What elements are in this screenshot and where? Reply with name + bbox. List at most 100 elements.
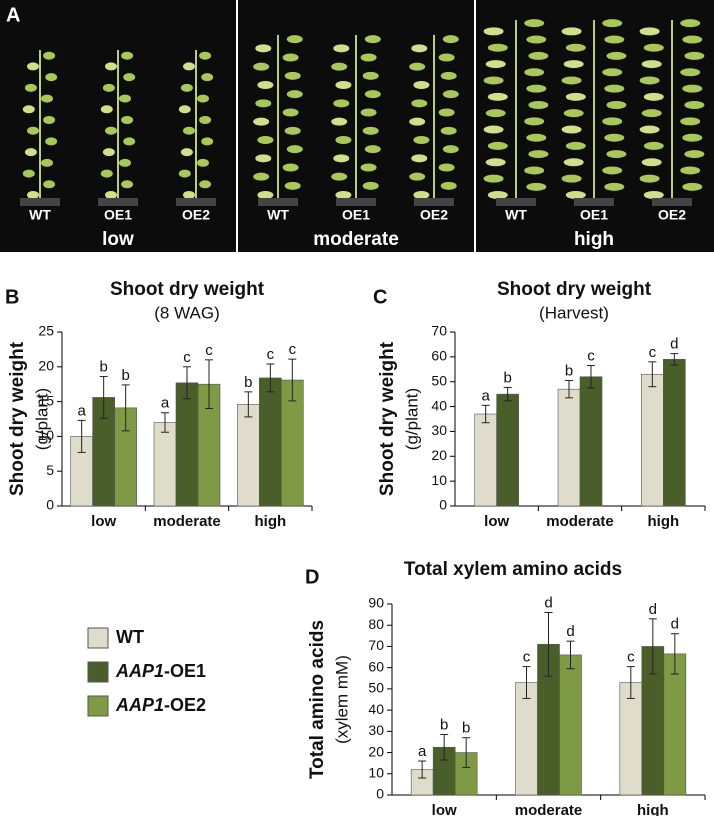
leaf xyxy=(100,105,113,114)
y-tick-label: 15 xyxy=(38,392,54,408)
leaf xyxy=(442,145,459,154)
panel-letter: A xyxy=(6,4,20,26)
bar xyxy=(559,654,582,796)
leaf xyxy=(43,51,56,60)
significance-letter: c xyxy=(183,349,191,366)
leaf xyxy=(102,148,115,157)
leaf xyxy=(602,19,623,28)
leaf xyxy=(602,166,623,175)
plant xyxy=(176,50,216,206)
leaf xyxy=(335,81,352,89)
leaf xyxy=(178,169,191,178)
leaf xyxy=(483,76,504,85)
leaf xyxy=(684,150,705,159)
bar xyxy=(557,388,581,507)
leaf xyxy=(255,154,272,163)
significance-letter: c xyxy=(627,649,635,666)
leaf xyxy=(333,44,350,53)
plant-label: OE2 xyxy=(182,207,210,223)
leaf xyxy=(360,108,377,117)
legend-swatch xyxy=(87,695,109,717)
y-tick-label: 60 xyxy=(368,658,384,674)
leaf xyxy=(639,174,660,183)
leaf xyxy=(335,136,352,144)
leaf xyxy=(335,191,352,199)
x-tick-label: high xyxy=(648,513,680,530)
x-tick-label: moderate xyxy=(546,513,614,530)
leaf xyxy=(684,51,705,60)
plant-label: OE1 xyxy=(580,207,608,223)
leaf xyxy=(524,166,545,175)
x-tick-label: low xyxy=(484,513,509,530)
y-axis-unit: (xylem mM) xyxy=(332,655,351,744)
leaf xyxy=(282,108,299,117)
leaf xyxy=(641,109,662,118)
leaf xyxy=(255,44,272,53)
leaf xyxy=(409,62,426,71)
bar xyxy=(496,393,519,507)
leaf xyxy=(197,94,209,103)
leaf xyxy=(442,90,459,99)
leaf xyxy=(604,182,625,191)
legend-label: AAP1-OE2 xyxy=(115,695,206,715)
panel-letter: B xyxy=(5,286,19,308)
leaf xyxy=(639,27,660,36)
leaf xyxy=(22,105,35,114)
leaf xyxy=(682,182,703,191)
plant-label: WT xyxy=(267,207,289,223)
significance-letter: c xyxy=(205,342,213,359)
y-tick-label: 60 xyxy=(431,348,447,364)
y-axis-label: Shoot dry weight xyxy=(377,341,398,496)
bar xyxy=(259,377,282,507)
leaf xyxy=(41,94,53,103)
leaf xyxy=(180,148,193,157)
plant-label: OE1 xyxy=(104,207,132,223)
leaf xyxy=(561,27,582,36)
leaf xyxy=(282,53,299,62)
plant-label: OE1 xyxy=(342,207,370,223)
y-tick-label: 20 xyxy=(368,743,384,759)
bar xyxy=(474,413,497,507)
leaf xyxy=(563,109,584,118)
significance-letter: b xyxy=(462,720,470,737)
significance-letter: b xyxy=(440,716,448,733)
leaf xyxy=(680,117,701,126)
leaf xyxy=(253,117,270,126)
significance-letter: a xyxy=(418,743,427,760)
leaf xyxy=(526,35,547,44)
leaf xyxy=(409,117,426,126)
y-tick-label: 50 xyxy=(368,680,384,696)
leaf xyxy=(284,181,301,190)
leaf xyxy=(563,158,584,167)
leaf xyxy=(284,126,301,135)
leaf xyxy=(286,90,303,99)
leaf xyxy=(641,60,662,69)
bar xyxy=(515,682,538,796)
leaf xyxy=(561,174,582,183)
plant-label: WT xyxy=(505,207,527,223)
leaf xyxy=(485,60,506,69)
leaf xyxy=(411,154,428,163)
leaf xyxy=(362,126,379,135)
leaf xyxy=(438,53,455,62)
leaf xyxy=(528,101,549,109)
leaf xyxy=(641,158,662,167)
leaf xyxy=(255,99,272,108)
significance-letter: d xyxy=(670,336,678,353)
leaf xyxy=(680,68,701,77)
leaf xyxy=(105,191,117,199)
leaf xyxy=(282,163,299,172)
pot xyxy=(258,198,298,206)
leaf xyxy=(526,182,547,191)
leaf xyxy=(602,117,623,126)
bar xyxy=(663,653,687,796)
leaf xyxy=(360,53,377,62)
leaf xyxy=(682,133,703,142)
leaf xyxy=(561,125,582,134)
x-tick-label: moderate xyxy=(153,513,221,530)
leaf xyxy=(257,136,274,144)
significance-letter: b xyxy=(99,359,107,376)
leaf xyxy=(43,180,56,189)
leaf xyxy=(438,108,455,117)
leaf xyxy=(524,117,545,126)
